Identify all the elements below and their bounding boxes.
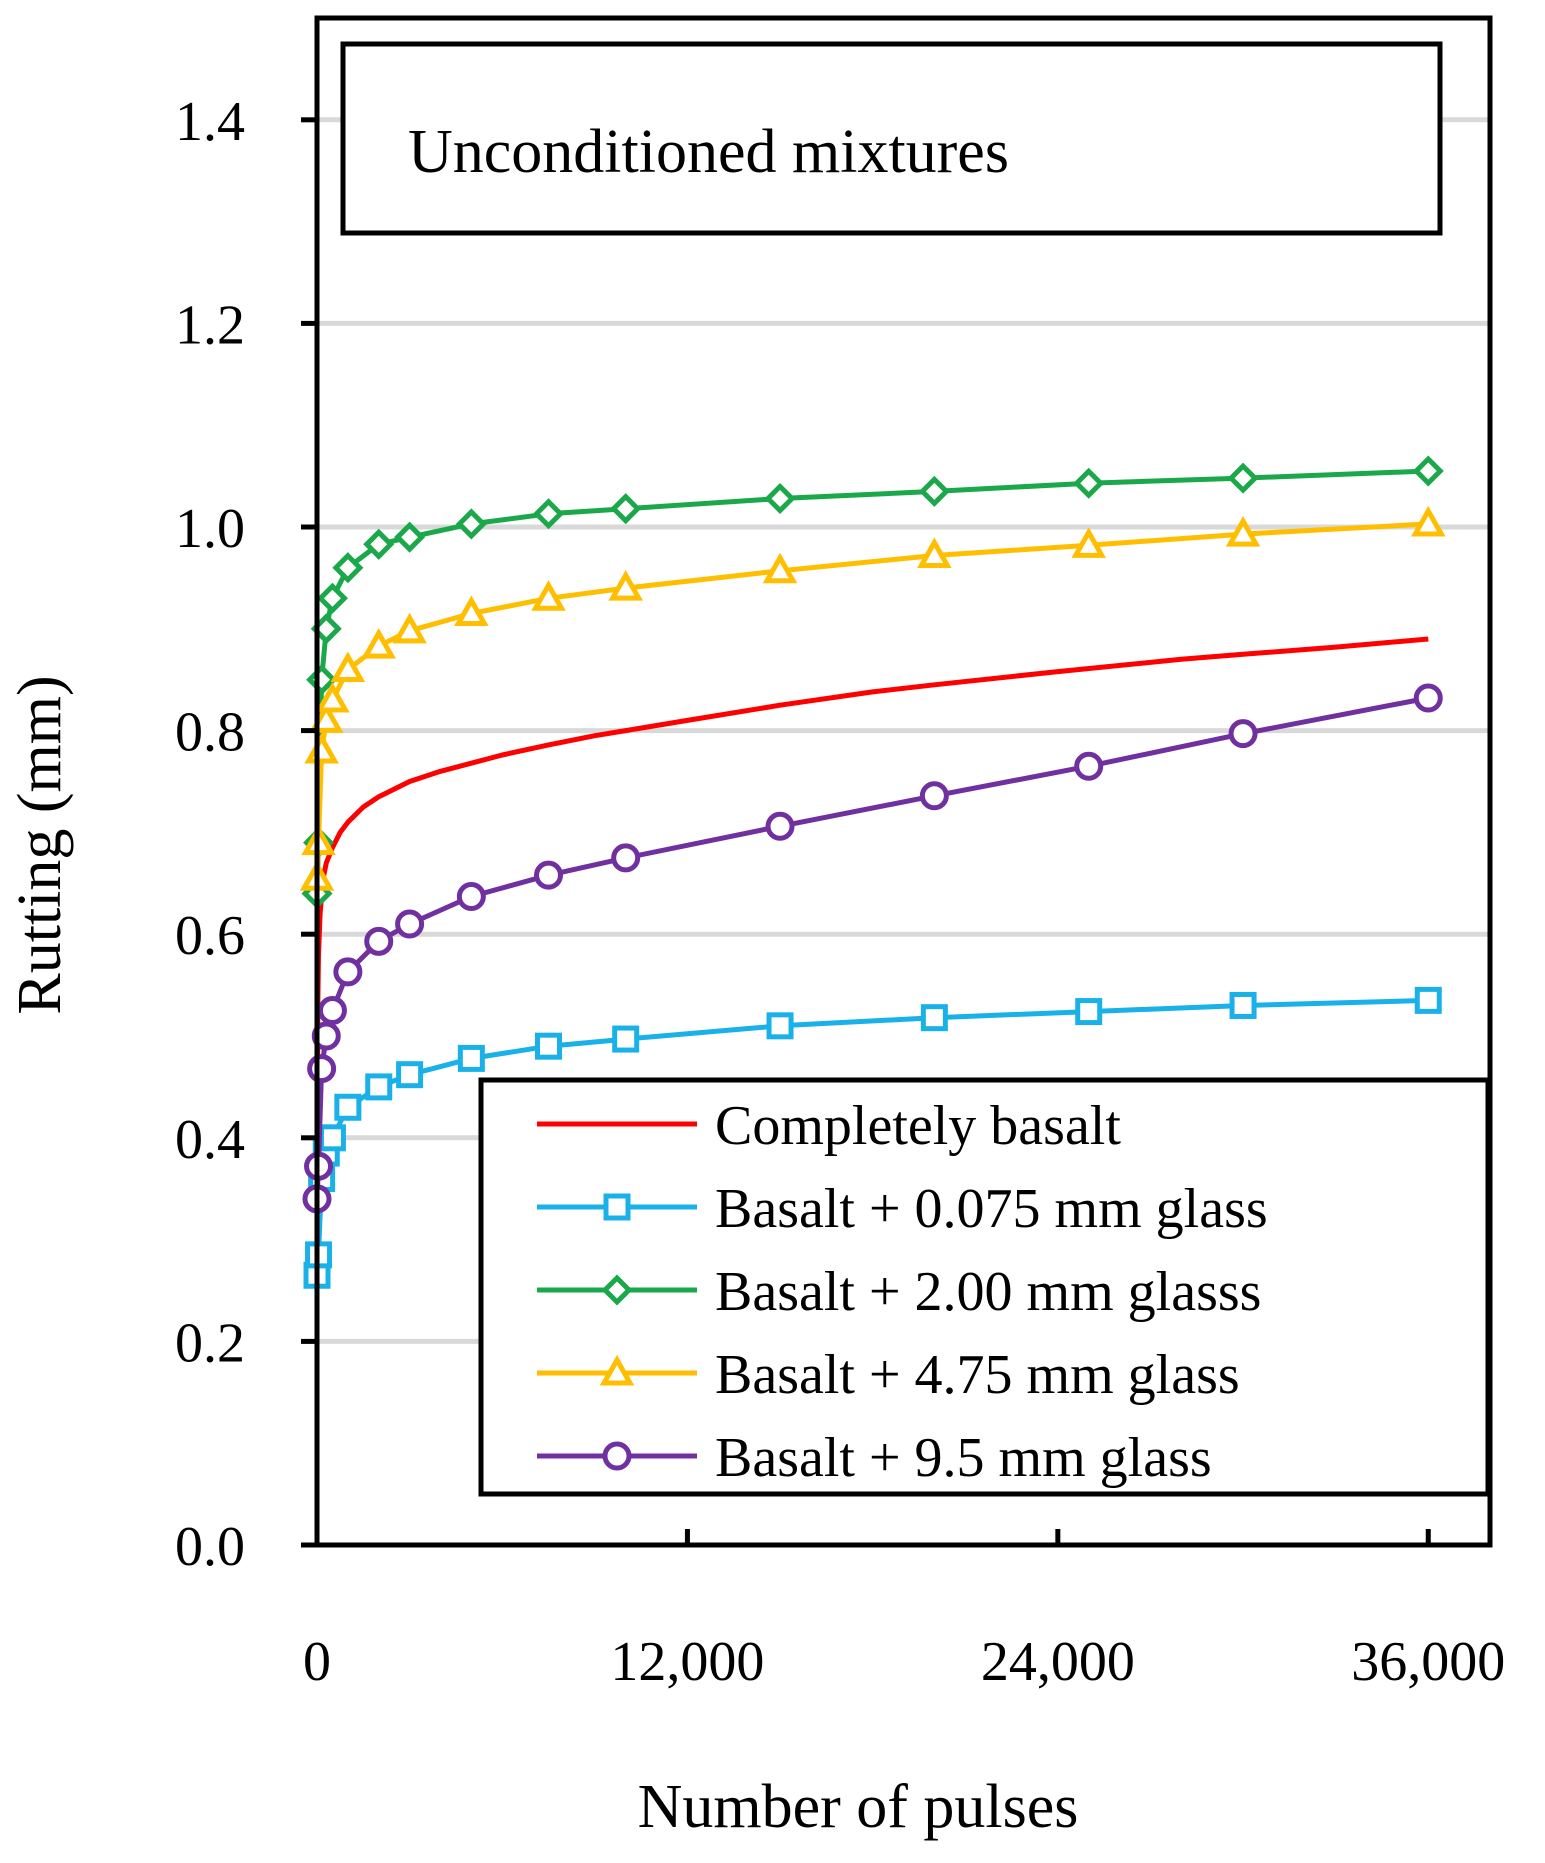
data-point-3-12	[917, 537, 952, 569]
y-tick-label-6: 1.2	[175, 294, 245, 356]
data-point-2-8	[455, 508, 487, 540]
legend-label-2: Basalt + 2.00 mm glasss	[715, 1261, 1261, 1323]
data-point-1-4	[318, 1124, 346, 1152]
y-tick-label-3: 0.6	[175, 905, 245, 967]
data-point-4-6	[364, 926, 394, 956]
y-tick-label-2: 0.4	[175, 1109, 245, 1171]
data-point-2-7	[394, 521, 426, 553]
legend-marker-3	[599, 1354, 635, 1386]
data-point-4-13	[1074, 751, 1104, 781]
legend-label-3: Basalt + 4.75 mm glass	[715, 1344, 1240, 1406]
legend-frame	[478, 1077, 1491, 1497]
data-point-3-8	[454, 595, 489, 627]
data-point-3-10	[608, 569, 643, 601]
data-point-4-4	[317, 996, 347, 1026]
data-point-4-12	[919, 781, 949, 811]
x-tick-label-0: 0	[303, 1631, 331, 1693]
data-point-3-6	[361, 628, 397, 659]
series-line-3	[314, 521, 1429, 879]
data-point-1-10	[612, 1025, 640, 1053]
data-point-3-15	[1410, 505, 1446, 537]
data-point-2-9	[532, 498, 565, 530]
chart-title: Unconditioned mixtures	[408, 118, 1009, 186]
y-tick-label-4: 0.8	[175, 702, 245, 764]
series-line-4	[314, 695, 1429, 1200]
x-tick-label-3: 36,000	[1351, 1631, 1505, 1693]
data-point-1-7	[396, 1061, 424, 1089]
data-point-4-11	[765, 811, 795, 841]
axes-layer: 0.0 0.2 0.4 0.6 0.8 1.0 1.2 1.4 0 12,000 24,000 36,…	[175, 15, 1505, 1693]
data-point-2-11	[764, 482, 796, 515]
series-3	[299, 505, 1446, 891]
legend-marker-4	[602, 1441, 632, 1471]
legend-label-1: Basalt + 0.075 mm glass	[715, 1178, 1268, 1240]
data-point-3-14	[1225, 516, 1261, 547]
panel-label-frame	[340, 41, 1443, 236]
data-point-1-14	[1229, 991, 1257, 1019]
panel-label-box: Unconditioned mixtures	[340, 41, 1443, 236]
legend-label-4: Basalt + 9.5 mm glass	[715, 1427, 1212, 1489]
data-point-4-5	[333, 957, 363, 987]
data-point-1-5	[334, 1093, 362, 1121]
data-point-4-14	[1228, 719, 1258, 749]
x-tick-label-2: 24,000	[981, 1631, 1135, 1693]
y-tick-label-1: 0.2	[175, 1312, 245, 1374]
legend: Completely basalt Basalt + 0.075 mm glass…	[478, 1077, 1491, 1497]
data-point-1-11	[766, 1012, 794, 1040]
data-point-2-15	[1412, 455, 1444, 487]
data-point-1-15	[1414, 986, 1442, 1014]
y-tick-label-5: 1.0	[175, 498, 245, 560]
data-point-3-4	[315, 681, 350, 713]
series-4	[302, 683, 1443, 1214]
data-point-2-5	[332, 552, 364, 584]
data-point-3-5	[330, 651, 366, 683]
series-line-2	[314, 468, 1429, 894]
data-point-2-6	[363, 528, 395, 560]
legend-marker-1	[603, 1193, 631, 1221]
data-point-1-6	[365, 1073, 393, 1101]
data-point-3-9	[531, 580, 566, 611]
data-point-2-4	[316, 582, 348, 614]
data-point-4-9	[534, 860, 564, 890]
y-axis-title: Rutting (mm)	[6, 675, 74, 1014]
x-axis-title: Number of pulses	[638, 1773, 1079, 1841]
data-point-1-13	[1075, 998, 1103, 1026]
series-layer	[299, 455, 1446, 1289]
data-point-4-7	[395, 909, 425, 939]
plot-frame	[314, 15, 1493, 1548]
data-point-1-8	[457, 1044, 485, 1072]
legend-marker-2	[601, 1274, 633, 1306]
data-point-4-2	[307, 1054, 337, 1084]
data-point-3-13	[1071, 527, 1106, 558]
data-point-4-3	[311, 1021, 341, 1051]
data-point-2-10	[610, 493, 642, 525]
data-point-2-12	[918, 475, 950, 507]
data-point-4-15	[1413, 683, 1443, 713]
data-point-4-10	[611, 843, 641, 873]
x-tick-label-1: 12,000	[610, 1631, 764, 1693]
y-tick-label-7: 1.4	[175, 91, 245, 153]
data-point-3-2	[304, 732, 339, 764]
data-point-2-14	[1227, 462, 1259, 494]
data-point-1-12	[920, 1004, 948, 1032]
y-tick-label-0: 0.0	[175, 1516, 245, 1578]
data-point-4-8	[456, 882, 486, 912]
data-point-3-11	[762, 552, 798, 584]
data-point-3-3	[308, 702, 344, 733]
data-point-3-7	[392, 612, 427, 644]
data-point-1-9	[535, 1032, 563, 1060]
legend-label-0: Completely basalt	[715, 1095, 1121, 1157]
data-point-2-13	[1073, 467, 1105, 499]
